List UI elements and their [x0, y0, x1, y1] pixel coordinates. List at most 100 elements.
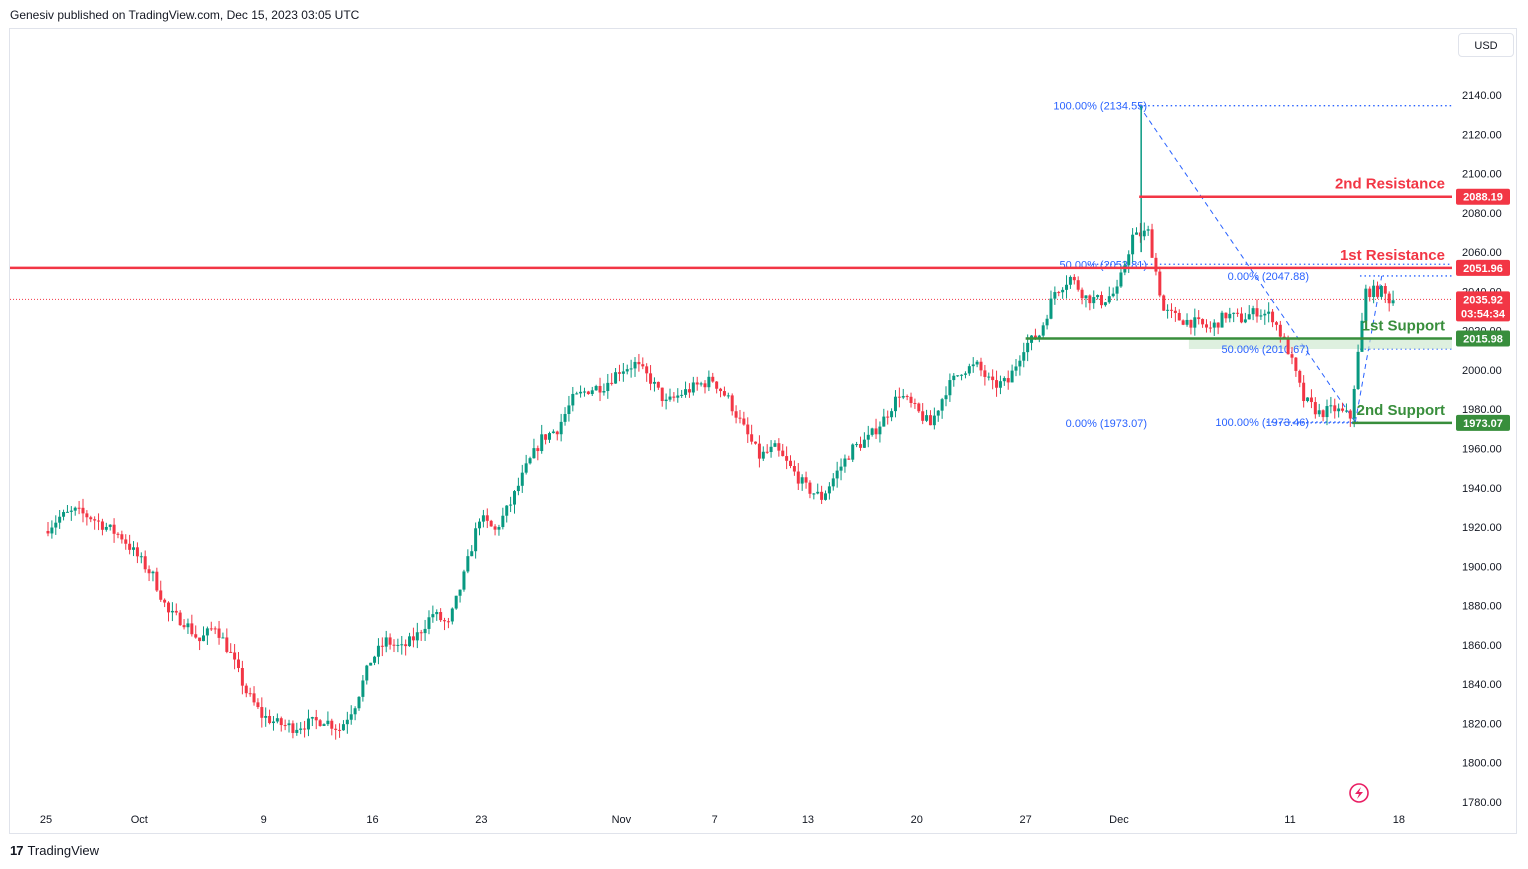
candle	[233, 644, 237, 670]
candle	[62, 509, 66, 521]
candle-body	[851, 444, 855, 460]
candle	[839, 458, 843, 481]
candle	[513, 490, 516, 514]
candle-body	[944, 395, 948, 400]
candle-body	[1068, 276, 1072, 285]
candle	[120, 530, 124, 544]
lightning-icon[interactable]	[1349, 783, 1369, 803]
candle	[862, 432, 866, 448]
candle-body	[839, 466, 843, 471]
candle	[1306, 397, 1310, 403]
candle-body	[722, 391, 726, 396]
candle-body	[660, 387, 664, 402]
candle	[1150, 223, 1154, 258]
candle	[1259, 309, 1263, 320]
candle	[489, 519, 493, 527]
candle-body	[1096, 295, 1100, 298]
candle-body	[824, 493, 827, 500]
candle	[551, 429, 555, 434]
candle	[1166, 304, 1170, 319]
candle	[236, 652, 240, 673]
candle-body	[1092, 297, 1096, 304]
candle-body	[151, 571, 155, 574]
candle	[952, 373, 956, 387]
fib-label: 0.00% (1973.07)	[1066, 418, 1147, 430]
candle	[345, 711, 349, 734]
candle-body	[1243, 319, 1247, 323]
candle-body	[46, 530, 50, 534]
candle-body	[1290, 354, 1294, 358]
y-tick-label: 1880.00	[1462, 601, 1502, 613]
candle-body	[649, 373, 653, 384]
candle-body	[540, 434, 544, 452]
candle-body	[376, 645, 380, 657]
candle	[194, 625, 198, 639]
candle-body	[357, 696, 361, 709]
candle	[781, 443, 785, 457]
price-tag-bg	[1456, 259, 1510, 276]
candle	[563, 407, 567, 426]
candle	[684, 381, 688, 398]
candle-body	[462, 571, 466, 590]
candle-body	[862, 439, 866, 448]
last-price-text: 2035.92	[1463, 294, 1503, 306]
candle-body	[579, 391, 583, 394]
level-price-tag: 2088.19	[1456, 188, 1510, 205]
candle-body	[501, 515, 505, 528]
candle-body	[85, 513, 89, 518]
candle-body	[998, 381, 1002, 388]
candle	[602, 383, 606, 396]
y-tick-label: 1920.00	[1462, 522, 1502, 534]
candle	[240, 660, 244, 695]
candle	[711, 372, 715, 383]
candle-body	[384, 637, 388, 647]
candle	[979, 357, 983, 377]
x-tick-label: Nov	[612, 814, 632, 826]
candle	[1185, 313, 1189, 327]
candle	[159, 580, 163, 602]
candle-body	[789, 460, 793, 467]
candle-body	[1255, 308, 1259, 317]
candle-body	[139, 556, 143, 558]
candle	[163, 598, 167, 608]
candle-body	[104, 526, 108, 530]
candle-body	[594, 385, 598, 391]
candle	[1204, 319, 1208, 333]
candle	[967, 363, 971, 376]
x-tick-label: Oct	[131, 814, 148, 826]
candle-body	[446, 621, 450, 623]
candle	[81, 498, 85, 523]
candle-body	[225, 637, 229, 652]
candle	[1267, 302, 1271, 323]
candle	[1092, 290, 1096, 309]
y-tick-label: 1980.00	[1462, 404, 1502, 416]
candle-body	[742, 418, 746, 425]
candle-body	[987, 376, 991, 378]
candle-body	[454, 595, 458, 609]
y-tick-label: 1820.00	[1462, 718, 1502, 730]
candle	[524, 454, 528, 475]
candle	[878, 421, 882, 443]
candle-body	[1057, 292, 1061, 294]
candle-body	[754, 441, 758, 444]
candle	[909, 392, 913, 408]
candle	[252, 686, 256, 706]
candle-body	[1341, 408, 1345, 411]
candle-body	[1103, 302, 1107, 306]
candle-body	[1127, 254, 1131, 266]
candle-body	[1146, 229, 1150, 231]
candle-body	[800, 477, 804, 484]
currency-button[interactable]: USD	[1458, 33, 1514, 57]
candle-body	[58, 516, 62, 523]
candle	[104, 522, 108, 532]
x-tick-label: 27	[1020, 814, 1032, 826]
candle-body	[1379, 286, 1383, 297]
candle	[882, 408, 886, 427]
candle	[493, 524, 497, 536]
candle	[481, 509, 485, 528]
y-tick-label: 1900.00	[1462, 561, 1502, 573]
candle-body	[287, 723, 291, 726]
candle	[1127, 250, 1131, 274]
candle	[901, 388, 905, 400]
